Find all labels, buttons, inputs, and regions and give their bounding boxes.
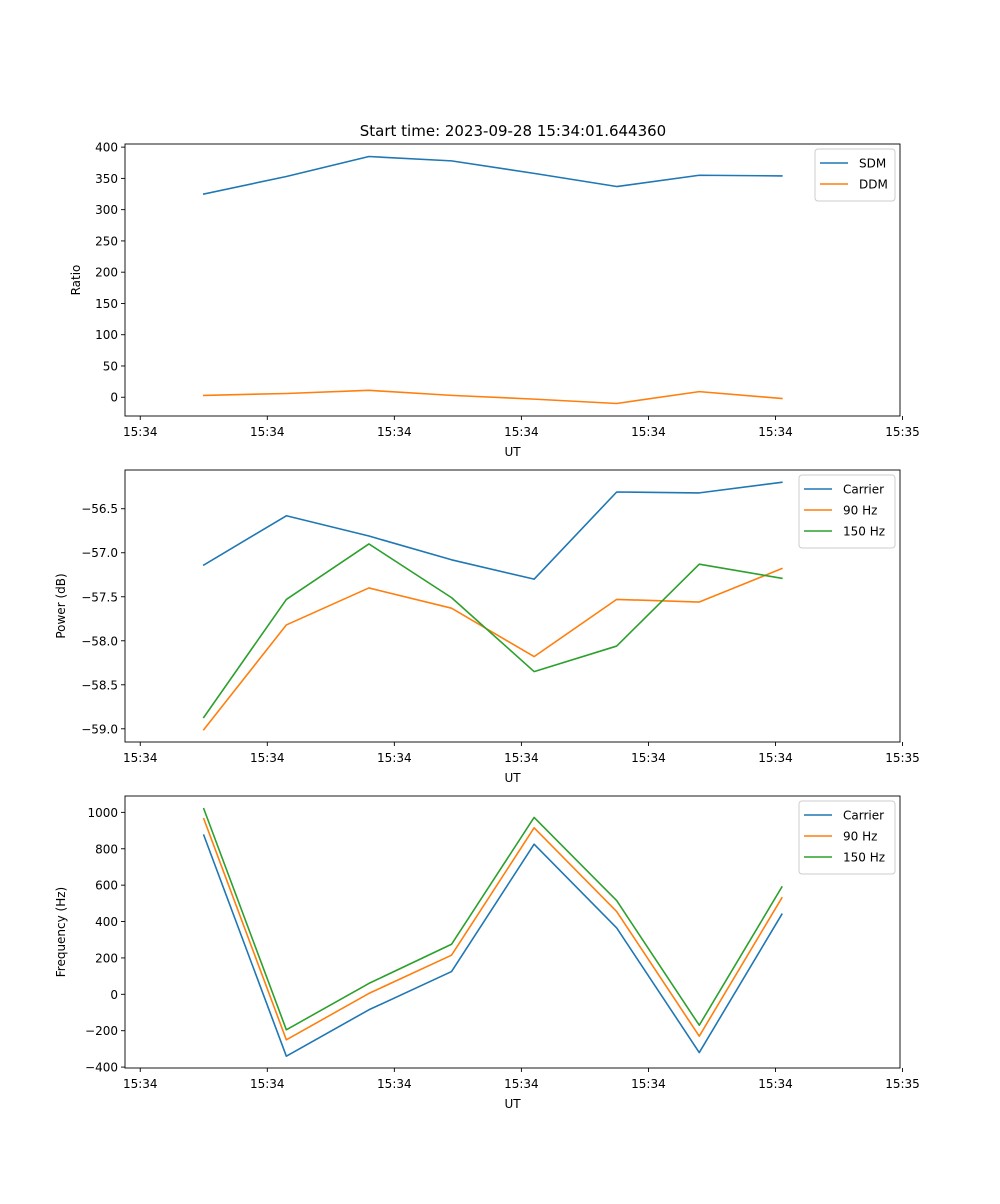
- y-tick-label: 0: [110, 391, 118, 405]
- x-axis-label: UT: [504, 771, 521, 785]
- figure-title: Start time: 2023-09-28 15:34:01.644360: [360, 122, 666, 140]
- y-tick-label: 600: [95, 879, 118, 893]
- legend-frame: [798, 474, 896, 549]
- x-tick-label: 15:34: [631, 751, 666, 765]
- y-tick-label: 300: [95, 203, 118, 217]
- y-tick-label: −59.0: [81, 722, 118, 736]
- y-tick-label: 400: [95, 141, 118, 155]
- y-tick-label: 150: [95, 297, 118, 311]
- y-tick-label: 400: [95, 915, 118, 929]
- x-tick-label: 15:34: [758, 751, 793, 765]
- x-tick-label: 15:34: [123, 751, 158, 765]
- x-tick-label: 15:34: [250, 425, 285, 439]
- x-tick-label: 15:34: [758, 1077, 793, 1091]
- y-tick-label: −57.0: [81, 546, 118, 560]
- x-tick-label: 15:34: [631, 1077, 666, 1091]
- legend-entry: 150 Hz: [843, 851, 885, 865]
- x-tick-label: 15:34: [123, 1077, 158, 1091]
- x-tick-label: 15:34: [377, 751, 412, 765]
- x-tick-label: 15:34: [250, 751, 285, 765]
- axes-frame: [124, 143, 901, 417]
- x-tick-label: 15:35: [885, 425, 920, 439]
- x-tick-label: 15:35: [885, 751, 920, 765]
- x-tick-label: 15:34: [631, 425, 666, 439]
- legend: Carrier 90 Hz 150 Hz: [798, 800, 896, 875]
- x-tick-label: 15:34: [758, 425, 793, 439]
- legend-frame: [814, 148, 896, 202]
- y-tick-label: 0: [110, 988, 118, 1002]
- y-tick-label: −400: [85, 1061, 118, 1075]
- x-tick-label: 15:34: [504, 751, 539, 765]
- x-tick-label: 15:34: [250, 1077, 285, 1091]
- panel-1: 15:34 15:34 15:34 15:34 15:34 15:34 15:35 0 50 10…: [69, 141, 920, 459]
- panel-3: 15:34 15:34 15:34 15:34 15:34 15:34 15:35 −400 −…: [54, 795, 920, 1111]
- y-tick-label: 350: [95, 172, 118, 186]
- series-line-90-hz: [202, 817, 783, 1041]
- series-line-ddm: [202, 389, 783, 405]
- y-tick-label: −58.0: [81, 634, 118, 648]
- legend-entry: DDM: [859, 178, 888, 192]
- y-tick-label: 1000: [87, 806, 118, 820]
- series-line-90-hz: [202, 567, 783, 731]
- y-tick-label: 100: [95, 328, 118, 342]
- y-tick-label: 200: [95, 951, 118, 965]
- legend: SDM DDM: [814, 148, 896, 202]
- y-tick-label: 250: [95, 234, 118, 248]
- x-tick-label: 15:34: [504, 1077, 539, 1091]
- legend-entry: 150 Hz: [843, 525, 885, 539]
- series-line-sdm: [202, 155, 783, 195]
- series-line-150-hz: [202, 807, 783, 1031]
- y-tick-label: −57.5: [81, 590, 118, 604]
- x-tick-label: 15:35: [885, 1077, 920, 1091]
- panel-2: 15:34 15:34 15:34 15:34 15:34 15:34 15:35 −59.0…: [54, 469, 920, 785]
- x-axis-label: UT: [504, 445, 521, 459]
- y-tick-label: 800: [95, 842, 118, 856]
- y-tick-label: 200: [95, 266, 118, 280]
- y-tick-label: −56.5: [81, 502, 118, 516]
- legend-frame: [798, 800, 896, 875]
- series-line-carrier: [202, 834, 783, 1057]
- y-axis-label: Ratio: [69, 265, 83, 296]
- y-axis-label: Frequency (Hz): [54, 887, 68, 978]
- x-tick-label: 15:34: [504, 425, 539, 439]
- x-tick-label: 15:34: [377, 1077, 412, 1091]
- legend-entry: Carrier: [843, 483, 884, 497]
- legend-entry: SDM: [859, 157, 886, 171]
- legend-entry: Carrier: [843, 809, 884, 823]
- x-tick-label: 15:34: [123, 425, 158, 439]
- x-tick-label: 15:34: [377, 425, 412, 439]
- x-axis-label: UT: [504, 1097, 521, 1111]
- legend-entry: 90 Hz: [843, 504, 877, 518]
- series-line-150-hz: [202, 543, 783, 719]
- axes-frame: [124, 469, 901, 743]
- y-axis-label: Power (dB): [54, 573, 68, 638]
- axes-frame: [124, 795, 901, 1069]
- y-tick-label: −58.5: [81, 678, 118, 692]
- series-line-carrier: [202, 481, 783, 580]
- y-tick-label: 50: [103, 359, 118, 373]
- legend: Carrier 90 Hz 150 Hz: [798, 474, 896, 549]
- legend-entry: 90 Hz: [843, 830, 877, 844]
- y-tick-label: −200: [85, 1024, 118, 1038]
